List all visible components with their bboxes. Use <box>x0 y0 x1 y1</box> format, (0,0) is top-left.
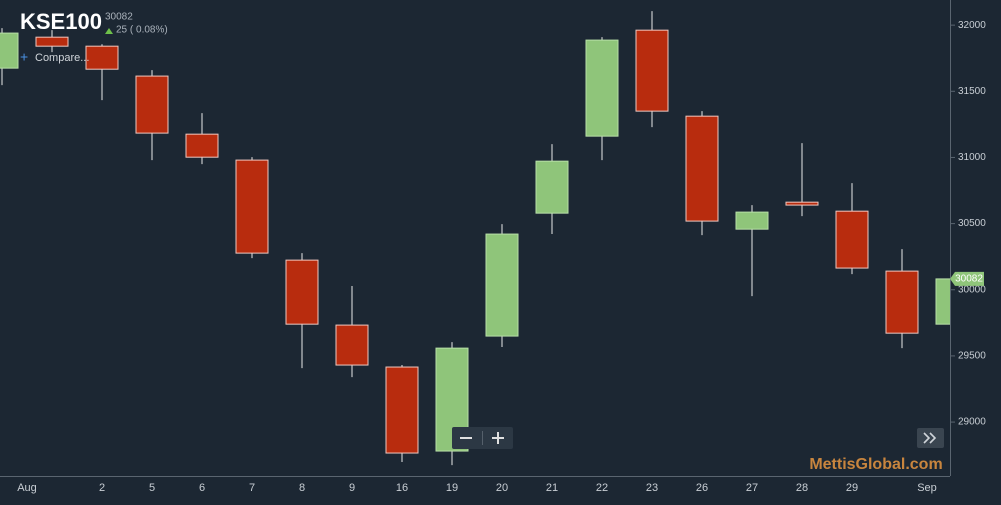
candle-body <box>835 210 869 269</box>
y-tick-label: 29500 <box>958 351 986 362</box>
x-tick-label: 7 <box>249 482 255 494</box>
x-tick-label: 8 <box>299 482 305 494</box>
x-tick-label: 19 <box>446 482 458 494</box>
watermark: MettisGlobal.com <box>809 456 942 473</box>
candle-body <box>785 201 819 206</box>
candle-body <box>85 45 119 70</box>
y-tick-label: 30000 <box>958 284 986 295</box>
candle-body <box>735 211 769 230</box>
last-price-tag-label: 30082 <box>955 274 983 285</box>
y-tick-label: 31000 <box>958 152 986 163</box>
last-price: 30082 <box>105 12 133 23</box>
x-month-label: Aug <box>17 482 37 494</box>
candle-body <box>535 160 569 214</box>
x-tick-label: 9 <box>349 482 355 494</box>
y-tick-label: 29000 <box>958 417 986 428</box>
compare-button[interactable]: + Compare... <box>20 49 89 65</box>
x-tick-label: 23 <box>646 482 658 494</box>
x-tick-label: 6 <box>199 482 205 494</box>
candle-body <box>185 133 219 158</box>
x-month-label: Sep <box>917 482 937 494</box>
x-tick-label: 22 <box>596 482 608 494</box>
x-tick-label: 20 <box>496 482 508 494</box>
candle-body <box>385 366 419 454</box>
candle-body <box>235 159 269 254</box>
candle-body <box>285 259 319 325</box>
change: 25 ( 0.08%) <box>116 25 168 36</box>
y-tick-label: 31500 <box>958 86 986 97</box>
x-tick-label: 27 <box>746 482 758 494</box>
y-tick-label: 32000 <box>958 20 986 31</box>
zoom-out-button[interactable] <box>452 427 482 449</box>
candle-body <box>935 278 950 325</box>
candle-body <box>35 36 69 47</box>
zoom-controls <box>452 427 513 449</box>
x-tick-label: 5 <box>149 482 155 494</box>
y-tick-label: 30500 <box>958 218 986 229</box>
x-tick-label: 29 <box>846 482 858 494</box>
candle-body <box>485 233 519 337</box>
x-tick-label: 26 <box>696 482 708 494</box>
compare-label: Compare... <box>35 52 89 64</box>
candle-body <box>585 39 619 137</box>
candle-body <box>0 32 19 69</box>
plot-area <box>0 11 950 466</box>
scroll-end-button[interactable] <box>917 428 944 448</box>
chart-title: KSE100 <box>20 9 102 34</box>
candle-body <box>335 324 369 366</box>
candle-body <box>135 75 169 134</box>
x-tick-label: 21 <box>546 482 558 494</box>
x-tick-label: 16 <box>396 482 408 494</box>
candle-body <box>685 115 719 222</box>
plus-icon: + <box>20 49 28 65</box>
up-arrow <box>105 28 113 34</box>
x-tick-label: 28 <box>796 482 808 494</box>
x-tick-label: 2 <box>99 482 105 494</box>
zoom-in-button[interactable] <box>483 427 513 449</box>
candle-body <box>885 270 919 334</box>
last-price-tag <box>950 271 984 286</box>
candle-body <box>635 29 669 112</box>
